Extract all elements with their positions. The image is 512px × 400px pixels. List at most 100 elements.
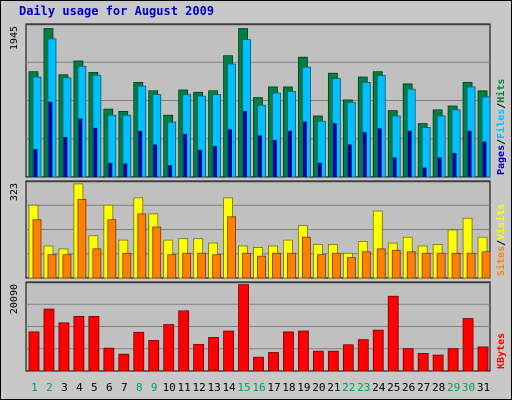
day-label: 18 [282,381,295,394]
hits-panel-bar-pages [362,132,367,178]
hits-panel-bar-pages [437,157,442,178]
hits-panel-bar-pages [33,149,38,178]
kbytes-panel-bar-kbytes [447,348,459,372]
kbytes-panel-bar-kbytes [223,330,234,372]
day-label: 4 [76,381,83,394]
visits-panel-bar-sites [331,252,341,279]
visits-panel-bar-sites [227,216,236,279]
kbytes-panel-bar-kbytes [193,343,205,372]
kbytes-panel-bar-kbytes [357,339,369,372]
visits-panel-max-label: 323 [9,183,20,201]
hits-panel-bar-pages [288,130,292,178]
kbytes-panel-bar-kbytes [88,316,100,372]
legend-visits: Visits [495,204,507,240]
visits-panel-bar-sites [137,213,147,279]
hits-panel-bar-pages [213,146,218,178]
day-label: 14 [222,381,236,394]
day-label: 24 [372,381,386,394]
chart-title: Daily usage for August 2009 [19,4,215,18]
kbytes-panel-bar-kbytes [178,310,190,372]
kbytes-panel-bar-kbytes [432,354,444,372]
kbytes-panel-bar-kbytes [372,329,384,372]
kbytes-panel-bar-kbytes [327,350,339,372]
kbytes-panel-bar-kbytes [342,344,354,372]
visits-panel-bar-sites [346,257,356,279]
visits-panel-bar-sites [436,252,446,279]
visits-panel-bar-sites [287,252,296,279]
visits-panel-bar-sites [152,226,162,279]
visits-panel-bar-sites [212,254,222,279]
hits-panel-bar-pages [377,128,382,178]
kbytes-panel-bar-kbytes [253,356,264,372]
kbytes-panel-bar-kbytes [283,331,294,372]
day-label: 17 [267,381,280,394]
hits-panel-bar-pages [422,167,427,178]
day-label: 27 [417,381,430,394]
kbytes-panel-bar-kbytes [148,340,160,372]
day-label: 23 [357,381,370,394]
day-label: 9 [151,381,158,394]
kbytes-panel-bar-kbytes [298,330,309,372]
kbytes-panel-bar-kbytes [58,322,70,372]
legend-pages: Pages [496,145,507,175]
legend-sites: Sites [495,246,507,276]
kbytes-panel-bar-kbytes [133,331,145,372]
kbytes-panel-bar-kbytes [118,353,130,372]
hits-panel-bar-pages [467,130,472,178]
visits-panel-bar-sites [197,252,207,279]
visits-panel-bar-sites [167,254,177,279]
kbytes-panel-bar-kbytes [312,350,324,372]
visits-panel-legend: Sites/Visits [495,204,507,276]
day-label: 5 [91,381,98,394]
day-label: 11 [178,381,191,394]
day-label: 10 [163,381,176,394]
visits-panel-bar-sites [272,252,281,279]
visits-panel-bar-sites [451,252,461,279]
day-label: 8 [136,381,143,394]
hits-panel-bar-pages [332,123,337,178]
hits-panel-bar-pages [392,157,397,178]
kbytes-panel-bar-kbytes [238,284,249,372]
day-label: 16 [252,381,265,394]
kbytes-panel-bar-kbytes [462,318,474,372]
day-label: 31 [477,381,490,394]
kbytes-panel-bar-kbytes [268,352,279,372]
visits-panel-bar-sites [182,252,192,279]
legend-files: Files [495,109,507,139]
day-label: 6 [106,381,113,394]
hits-panel-bar-pages [63,136,68,178]
kbytes-panel-bar-kbytes [28,331,40,372]
hits-panel-bar-pages [153,144,158,178]
day-label: 2 [46,381,53,394]
day-label: 3 [61,381,68,394]
visits-panel-bar-sites [257,255,266,279]
kbytes-panel-max-label: 20090 [9,284,20,314]
kbytes-panel-bar-kbytes [73,316,85,372]
day-label: 22 [342,381,355,394]
kbytes-panel-bar-kbytes [43,308,55,372]
day-label: 13 [207,381,220,394]
day-label: 21 [327,381,340,394]
day-label: 1 [31,381,38,394]
legend-separator: / [496,103,507,109]
hits-panel-max-label: 1945 [9,26,20,50]
kbytes-panel-bar-kbytes [477,346,489,372]
kbytes-panel-bar-kbytes [387,295,399,372]
hits-panel-bar-pages [48,101,53,178]
hits-panel-bar-pages [317,162,322,178]
kbytes-panel-bar-kbytes [402,348,414,372]
kbytes-panel-bar-kbytes [103,347,115,372]
day-label: 19 [297,381,310,394]
hits-panel-bar-pages [273,139,277,178]
kbytes-panel-bar-kbytes [417,352,429,372]
hits-panel-bar-pages [258,135,262,178]
legend-hits: Hits [495,79,507,103]
visits-panel-bar-sites [421,252,431,279]
visits-panel-bar-sites [32,219,42,279]
hits-panel-bar-pages [183,133,188,178]
kbytes-panel-bar-kbytes [163,324,175,372]
visits-panel-bar-sites [242,252,251,279]
hits-panel-bar-pages [407,130,412,178]
